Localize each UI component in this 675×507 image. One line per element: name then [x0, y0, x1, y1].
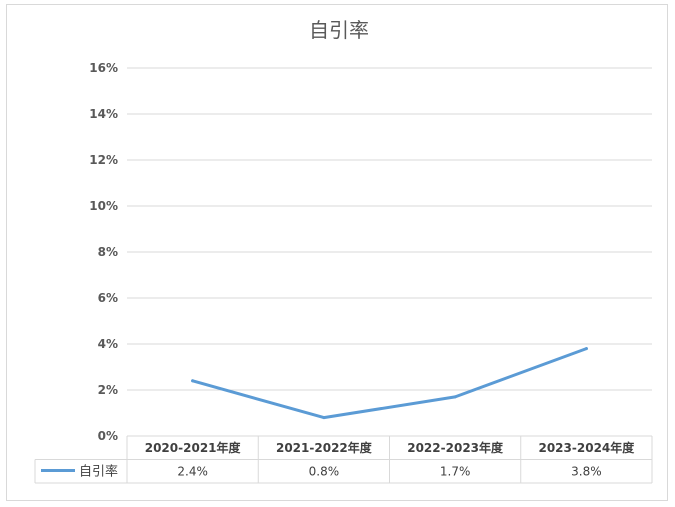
category-label: 2021-2022年度	[276, 440, 373, 455]
y-tick-label: 4%	[98, 337, 118, 351]
data-point	[453, 395, 457, 399]
gridlines	[127, 67, 652, 391]
data-point	[191, 379, 195, 383]
y-tick-label: 12%	[89, 153, 118, 167]
y-tick-label: 6%	[98, 291, 118, 305]
y-axis-ticks: 0% 2% 4% 6% 8% 10% 12% 14% 16%	[89, 61, 118, 443]
category-label: 2022-2023年度	[407, 440, 504, 455]
y-tick-label: 2%	[98, 383, 118, 397]
y-tick-label: 10%	[89, 199, 118, 213]
data-table: 2020-2021年度 2021-2022年度 2022-2023年度 2023-20…	[34, 435, 653, 484]
data-table-value: 1.7%	[440, 465, 471, 479]
y-tick-label: 14%	[89, 107, 118, 121]
category-label: 2020-2021年度	[145, 440, 242, 455]
legend-label: 自引率	[79, 464, 118, 480]
data-table-value: 3.8%	[571, 465, 602, 479]
data-table-value: 0.8%	[309, 465, 340, 479]
y-tick-label: 8%	[98, 245, 118, 259]
chart-title: 自引率	[309, 18, 369, 42]
line-chart: 自引率 0%2%4%6%8%10%12%14%16% 2020-2021年度 20…	[34, 18, 653, 484]
series-lines	[191, 347, 588, 420]
category-label: 2023-2024年度	[538, 440, 635, 455]
data-table-value: 2.4%	[177, 465, 208, 479]
series-line	[191, 347, 588, 420]
data-point	[322, 416, 326, 420]
legend: 自引率	[41, 464, 118, 480]
data-point	[584, 347, 588, 351]
chart-frame: 自引率 0% 2% 4% 6% 8% 10% 12% 14% 16% 2020-2021年度 20…	[6, 4, 668, 501]
y-tick-label: 0%	[98, 429, 118, 443]
y-tick-label: 16%	[89, 61, 118, 75]
